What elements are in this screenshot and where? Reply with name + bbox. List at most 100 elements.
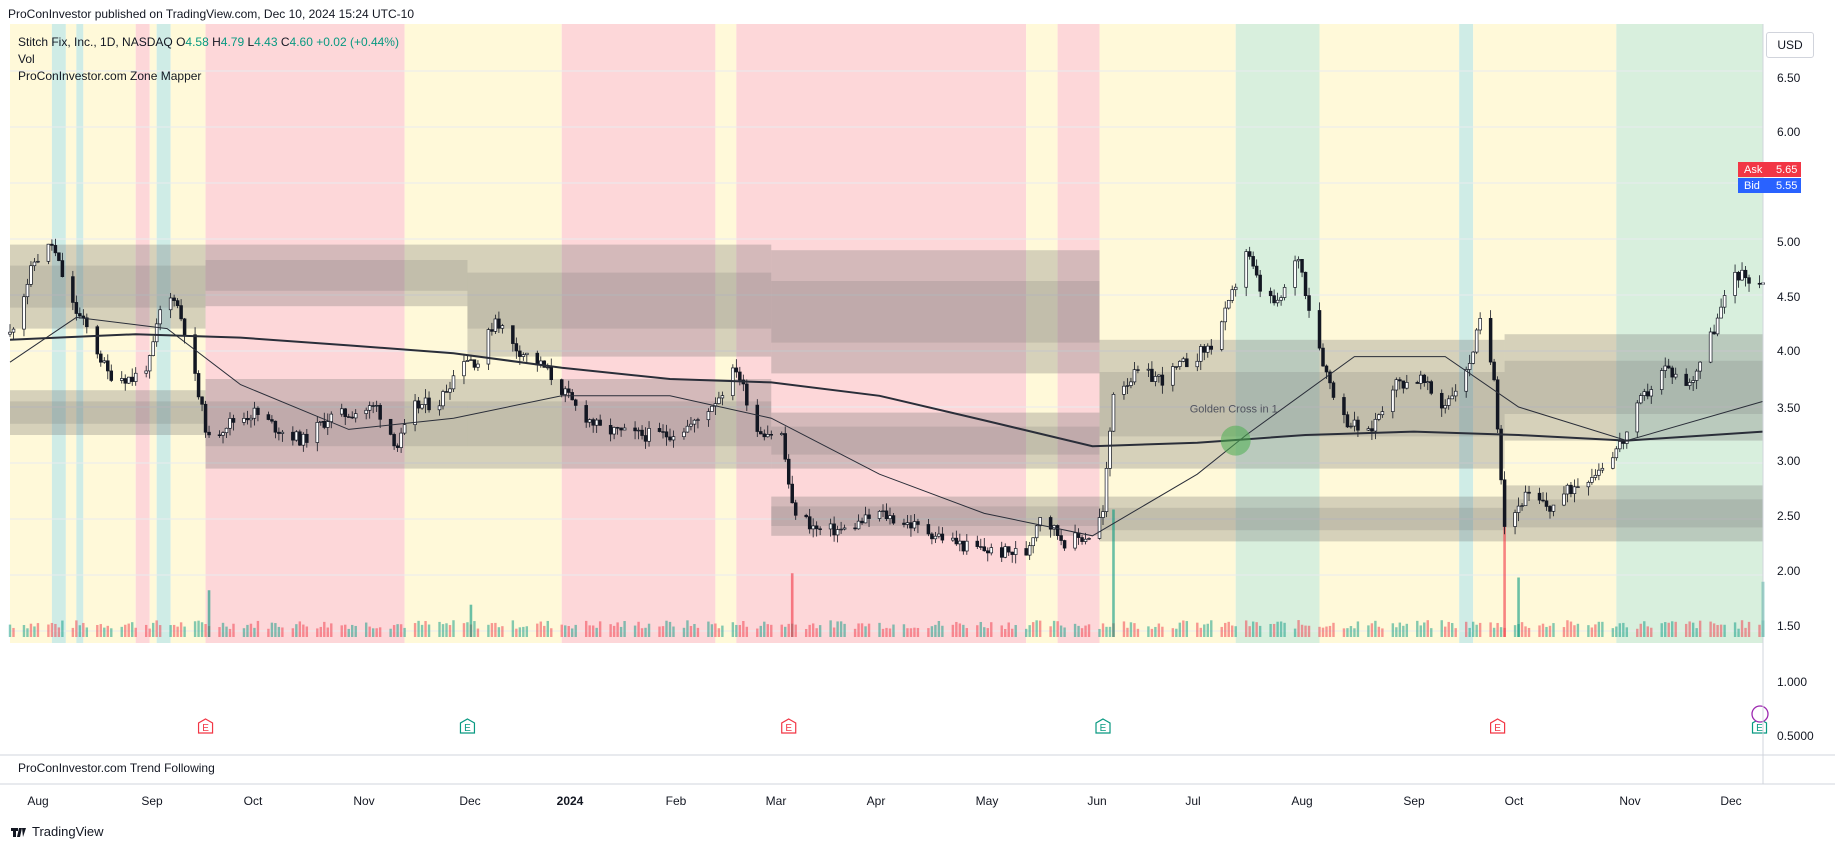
tradingview-footer[interactable]: TradingView bbox=[10, 824, 104, 839]
candle-body bbox=[1282, 287, 1287, 298]
candle-body bbox=[123, 378, 127, 384]
candle bbox=[399, 427, 403, 453]
candle bbox=[793, 499, 798, 520]
volume-bar bbox=[1643, 621, 1646, 637]
candle-body bbox=[1303, 271, 1308, 296]
candle bbox=[587, 418, 592, 428]
currency-button[interactable]: USD bbox=[1766, 32, 1814, 58]
volume-bar bbox=[291, 628, 295, 637]
legend-volume[interactable]: Vol bbox=[18, 52, 35, 66]
volume-bar bbox=[22, 625, 26, 637]
volume-bar bbox=[906, 628, 909, 637]
price-zone bbox=[771, 496, 1100, 536]
candle-body bbox=[1206, 345, 1210, 353]
candle-body bbox=[1586, 481, 1591, 488]
volume-bar bbox=[340, 625, 343, 637]
x-tick-label: Oct bbox=[1505, 794, 1524, 808]
volume-bar bbox=[1695, 628, 1698, 637]
volume-bar bbox=[1325, 626, 1328, 637]
volume-bar bbox=[682, 627, 686, 637]
candle bbox=[395, 443, 400, 452]
volume-bar bbox=[1688, 621, 1691, 637]
candle-body bbox=[1157, 374, 1161, 377]
candle-body bbox=[423, 397, 428, 405]
candle bbox=[814, 521, 819, 537]
volume-bar bbox=[1129, 622, 1133, 637]
candle-body bbox=[521, 354, 526, 357]
candle bbox=[1691, 376, 1695, 391]
candle bbox=[1450, 387, 1454, 400]
candle-body bbox=[863, 514, 868, 524]
candle-body bbox=[1502, 479, 1507, 527]
price-zone bbox=[205, 379, 468, 469]
candle-body bbox=[615, 427, 620, 429]
candle bbox=[109, 364, 114, 383]
volume-bar bbox=[1136, 628, 1140, 637]
candle-body bbox=[1342, 397, 1346, 416]
volume-bar bbox=[913, 627, 916, 637]
volume-bar bbox=[378, 627, 382, 637]
candle-body bbox=[60, 260, 65, 277]
candle-body bbox=[1618, 441, 1622, 450]
candle bbox=[95, 324, 100, 359]
candle-body bbox=[81, 315, 86, 319]
volume-bar bbox=[1562, 627, 1566, 637]
candle bbox=[710, 405, 714, 412]
legend-symbol[interactable]: Stitch Fix, Inc., 1D, NASDAQ bbox=[18, 35, 173, 49]
candle-body bbox=[1230, 289, 1234, 301]
candle-body bbox=[1614, 448, 1619, 459]
candle-body bbox=[1247, 251, 1252, 257]
volume-bar bbox=[745, 626, 749, 637]
candle bbox=[591, 417, 595, 433]
x-tick-label: Dec bbox=[459, 794, 480, 808]
legend-indicator[interactable]: ProConInvestor.com Zone Mapper bbox=[18, 69, 202, 83]
volume-bar bbox=[438, 621, 441, 637]
candle bbox=[717, 391, 721, 405]
candle-body bbox=[619, 427, 623, 431]
candle bbox=[982, 537, 987, 552]
volume-bar bbox=[818, 625, 822, 637]
candle bbox=[1593, 469, 1598, 481]
price-zone-core bbox=[467, 401, 772, 447]
x-tick-label: Jun bbox=[1087, 794, 1106, 808]
candle-body bbox=[926, 524, 931, 535]
candle bbox=[1111, 392, 1116, 432]
volume-bar bbox=[96, 624, 99, 637]
candle bbox=[1694, 368, 1699, 390]
volume-bar bbox=[277, 626, 281, 637]
candle bbox=[1055, 524, 1060, 540]
candle bbox=[472, 359, 477, 371]
candle bbox=[1275, 292, 1280, 307]
candle-body bbox=[779, 433, 784, 435]
golden-cross-marker bbox=[1220, 425, 1251, 456]
volume-bar bbox=[151, 622, 155, 637]
candle-body bbox=[74, 302, 79, 314]
volume-bar bbox=[1175, 628, 1178, 637]
candle bbox=[1715, 313, 1720, 337]
candle bbox=[933, 531, 938, 544]
volume-bar bbox=[29, 623, 33, 637]
volume-bar bbox=[158, 625, 162, 637]
volume-bar bbox=[1356, 621, 1360, 637]
candle bbox=[1639, 393, 1643, 405]
candle-body bbox=[999, 547, 1004, 558]
candle-body bbox=[958, 540, 962, 545]
candle-body bbox=[106, 360, 110, 372]
candle-body bbox=[371, 405, 375, 407]
candle bbox=[975, 535, 980, 549]
candle bbox=[647, 421, 651, 447]
candle-body bbox=[1209, 345, 1214, 350]
candle-body bbox=[1722, 295, 1727, 308]
candle bbox=[559, 378, 564, 398]
volume-bar bbox=[1737, 628, 1740, 637]
volume-bar bbox=[246, 624, 249, 637]
volume-bar bbox=[1122, 621, 1126, 637]
candle bbox=[1171, 362, 1175, 392]
volume-bar bbox=[623, 621, 626, 637]
volume-bar bbox=[1618, 623, 1622, 637]
volume-bar bbox=[1101, 623, 1105, 637]
candle bbox=[1684, 368, 1688, 386]
volume-bar bbox=[804, 628, 808, 637]
candle bbox=[1342, 393, 1346, 424]
